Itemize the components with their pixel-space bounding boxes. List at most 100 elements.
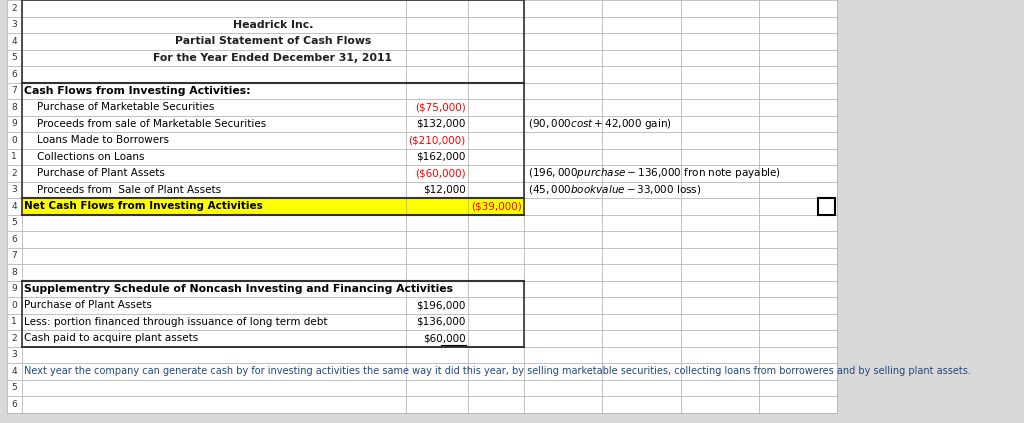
- Bar: [6, 346, 22, 363]
- Text: 6: 6: [11, 235, 17, 244]
- Text: 9: 9: [11, 284, 17, 293]
- Text: 9: 9: [11, 119, 17, 128]
- Text: Less: portion financed through issuance of long term debt: Less: portion financed through issuance …: [24, 317, 328, 327]
- Bar: [6, 148, 22, 165]
- Text: 3: 3: [11, 20, 17, 29]
- Bar: [22, 115, 524, 132]
- Text: 2: 2: [11, 334, 16, 343]
- Bar: [6, 16, 22, 33]
- Bar: [22, 297, 524, 313]
- Text: ($196,000 purchase - $136,000 fron note payable): ($196,000 purchase - $136,000 fron note …: [528, 166, 781, 180]
- Bar: [524, 99, 837, 115]
- Bar: [524, 214, 837, 231]
- Bar: [6, 181, 22, 198]
- Text: 1: 1: [11, 317, 17, 326]
- Text: 7: 7: [11, 86, 17, 95]
- Bar: [22, 148, 524, 165]
- Text: 0: 0: [11, 301, 17, 310]
- Bar: [22, 99, 524, 115]
- Text: Headrick Inc.: Headrick Inc.: [232, 20, 313, 30]
- Bar: [6, 132, 22, 148]
- Text: ($210,000): ($210,000): [409, 135, 466, 145]
- Text: $136,000: $136,000: [416, 317, 466, 327]
- Text: $60,000: $60,000: [423, 333, 466, 343]
- Text: ($75,000): ($75,000): [415, 102, 466, 112]
- Text: Proceeds from  Sale of Plant Assets: Proceeds from Sale of Plant Assets: [24, 185, 221, 195]
- Text: $12,000: $12,000: [423, 185, 466, 195]
- Text: 8: 8: [11, 268, 17, 277]
- Bar: [22, 82, 524, 99]
- Bar: [524, 363, 837, 379]
- Text: ($60,000): ($60,000): [415, 168, 466, 178]
- Bar: [6, 99, 22, 115]
- Bar: [6, 82, 22, 99]
- Bar: [524, 33, 837, 49]
- Bar: [818, 198, 835, 214]
- Bar: [6, 198, 22, 214]
- Text: 4: 4: [11, 37, 16, 46]
- Bar: [22, 16, 524, 33]
- Text: Partial Statement of Cash Flows: Partial Statement of Cash Flows: [175, 36, 371, 46]
- Bar: [6, 280, 22, 297]
- Text: Collections on Loans: Collections on Loans: [24, 152, 144, 162]
- Bar: [524, 198, 837, 214]
- Text: 3: 3: [11, 350, 17, 359]
- Bar: [524, 165, 837, 181]
- Bar: [524, 264, 837, 280]
- Bar: [22, 49, 524, 66]
- Bar: [524, 132, 837, 148]
- Text: Purchase of Plant Assets: Purchase of Plant Assets: [24, 168, 165, 178]
- Text: Cash Flows from Investing Activities:: Cash Flows from Investing Activities:: [24, 86, 251, 96]
- Bar: [22, 313, 524, 330]
- Text: Next year the company can generate cash by for investing activities the same way: Next year the company can generate cash …: [24, 366, 971, 376]
- Text: 1: 1: [11, 152, 17, 161]
- Text: $196,000: $196,000: [416, 300, 466, 310]
- Text: 5: 5: [11, 53, 17, 62]
- Bar: [22, 165, 524, 181]
- Bar: [524, 330, 837, 346]
- Bar: [6, 66, 22, 82]
- Bar: [524, 66, 837, 82]
- Bar: [524, 181, 837, 198]
- Text: $132,000: $132,000: [416, 119, 466, 129]
- Text: 3: 3: [11, 185, 17, 194]
- Bar: [524, 231, 837, 247]
- Bar: [524, 82, 837, 99]
- Text: 0: 0: [11, 136, 17, 145]
- Text: 2: 2: [11, 169, 16, 178]
- Text: $162,000: $162,000: [416, 152, 466, 162]
- Bar: [6, 297, 22, 313]
- Bar: [22, 346, 524, 363]
- Bar: [22, 132, 524, 148]
- Bar: [6, 231, 22, 247]
- Text: 8: 8: [11, 103, 17, 112]
- Bar: [22, 280, 524, 297]
- Text: 6: 6: [11, 70, 17, 79]
- Bar: [524, 148, 837, 165]
- Bar: [22, 33, 524, 49]
- Bar: [524, 16, 837, 33]
- Bar: [6, 264, 22, 280]
- Text: Supplementry Schedule of Noncash Investing and Financing Activities: Supplementry Schedule of Noncash Investi…: [24, 284, 453, 294]
- Bar: [6, 363, 22, 379]
- Bar: [22, 264, 524, 280]
- Text: 5: 5: [11, 218, 17, 227]
- Bar: [6, 396, 22, 412]
- Bar: [22, 247, 524, 264]
- Text: 6: 6: [11, 400, 17, 409]
- Bar: [524, 247, 837, 264]
- Bar: [22, 214, 524, 231]
- Bar: [22, 198, 524, 214]
- Bar: [6, 313, 22, 330]
- Bar: [6, 379, 22, 396]
- Bar: [6, 33, 22, 49]
- Bar: [6, 247, 22, 264]
- Text: 7: 7: [11, 251, 17, 260]
- Bar: [524, 396, 837, 412]
- Bar: [6, 330, 22, 346]
- Bar: [22, 330, 524, 346]
- Text: ($90,000 cost + $42,000 gain): ($90,000 cost + $42,000 gain): [528, 117, 672, 131]
- Bar: [22, 363, 524, 379]
- Text: 5: 5: [11, 383, 17, 392]
- Bar: [22, 66, 524, 82]
